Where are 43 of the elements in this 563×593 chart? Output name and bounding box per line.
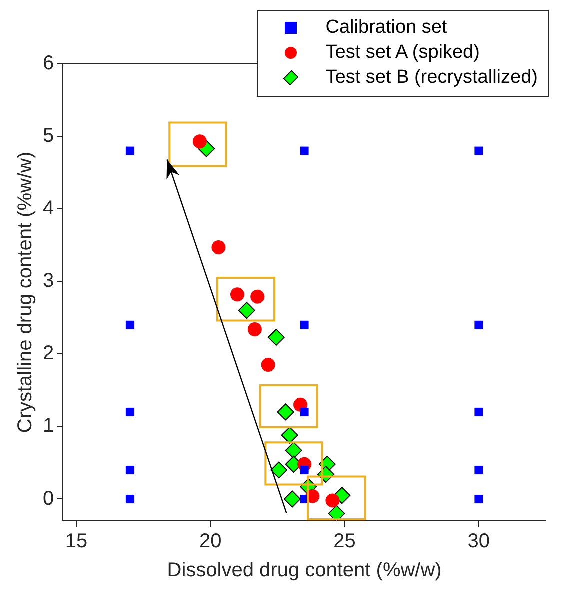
- point: [126, 146, 134, 156]
- point: [300, 146, 309, 156]
- point: [474, 146, 484, 156]
- point: [284, 490, 301, 508]
- y-tick-label: 5: [43, 125, 54, 148]
- y-tick-label: 4: [43, 198, 54, 220]
- legend-label: Test set A (spiked): [326, 42, 480, 64]
- point: [126, 320, 134, 330]
- y-tick-label: 6: [43, 52, 54, 75]
- point: [126, 466, 134, 474]
- point: [300, 408, 309, 416]
- legend-label: Calibration set: [326, 16, 448, 38]
- x-tick-label: 20: [200, 530, 222, 553]
- x-tick-label: 15: [65, 530, 88, 553]
- y-tick-label: 0: [43, 488, 54, 510]
- y-tick-label: 2: [43, 342, 54, 365]
- point: [270, 462, 288, 479]
- point: [268, 328, 285, 346]
- y-tick-label: 1: [43, 415, 54, 438]
- point: [238, 302, 256, 320]
- x-tick-label: 25: [334, 530, 356, 553]
- point: [300, 466, 309, 474]
- point: [474, 320, 484, 330]
- point: [230, 288, 244, 302]
- y-tick-label: 3: [43, 270, 54, 292]
- point: [126, 408, 134, 416]
- point: [248, 322, 262, 336]
- point: [212, 240, 226, 255]
- point: [300, 320, 309, 330]
- point: [281, 426, 298, 444]
- point: [474, 494, 484, 504]
- point: [328, 505, 346, 521]
- legend-label: Test set B (recrystallized): [326, 66, 538, 88]
- point: [474, 466, 484, 474]
- point: [326, 494, 340, 508]
- point: [474, 408, 484, 416]
- y-axis-title: Crystalline drug content (%w/w): [14, 152, 37, 434]
- x-axis-title: Dissolved drug content (%w/w): [167, 560, 442, 582]
- point: [250, 290, 265, 304]
- x-tick-label: 30: [468, 530, 490, 553]
- point: [126, 494, 134, 504]
- point: [261, 358, 276, 372]
- point: [285, 442, 302, 460]
